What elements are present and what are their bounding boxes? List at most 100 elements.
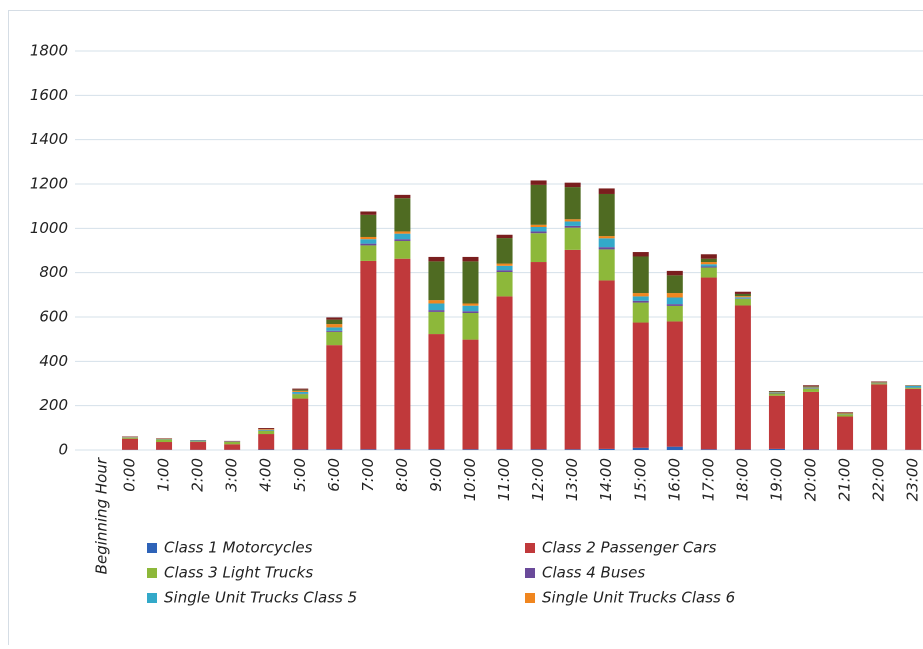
bar-segment bbox=[905, 389, 921, 450]
bar-segment bbox=[599, 249, 615, 280]
bar-segment bbox=[428, 261, 444, 300]
bar-segment bbox=[599, 238, 615, 247]
bar-segment bbox=[633, 293, 649, 296]
bar-segment bbox=[701, 259, 717, 262]
x-tick-label: 23:00 bbox=[904, 458, 922, 501]
bar-segment bbox=[326, 332, 342, 345]
bar-segment bbox=[735, 294, 751, 296]
bar-segment bbox=[531, 225, 547, 227]
bar-segment bbox=[360, 239, 376, 243]
bar-segment bbox=[871, 382, 887, 383]
bar-segment bbox=[565, 228, 581, 250]
bar-segment bbox=[667, 321, 683, 446]
y-tick-label: 400 bbox=[39, 352, 68, 370]
bar-segment bbox=[667, 447, 683, 450]
bar-segment bbox=[905, 386, 921, 388]
bar-segment bbox=[326, 324, 342, 327]
y-tick-label: 1200 bbox=[30, 175, 68, 193]
bar-segment bbox=[258, 428, 274, 429]
bar-segment bbox=[565, 183, 581, 187]
bar-segment bbox=[837, 417, 853, 450]
legend-swatch bbox=[525, 543, 535, 553]
bar-segment bbox=[360, 245, 376, 261]
bar-segment bbox=[667, 297, 683, 304]
bar-segment bbox=[599, 280, 615, 448]
bar-segment bbox=[769, 396, 785, 449]
bar-segment bbox=[701, 268, 717, 278]
bar-segment bbox=[769, 392, 785, 393]
bar-segment bbox=[497, 270, 513, 272]
bar-segment bbox=[497, 449, 513, 450]
bar-segment bbox=[394, 239, 410, 241]
y-tick-label: 1000 bbox=[30, 219, 68, 237]
bar-segment bbox=[360, 211, 376, 214]
bar-segment bbox=[633, 252, 649, 256]
bar-segment bbox=[122, 439, 138, 450]
x-tick-label: 8:00 bbox=[393, 458, 411, 492]
legend-label: Single Unit Trucks Class 5 bbox=[164, 589, 357, 607]
bar-segment bbox=[292, 392, 308, 394]
bar-segment bbox=[769, 393, 785, 395]
x-tick-label: 22:00 bbox=[870, 458, 888, 501]
bar-segment bbox=[463, 306, 479, 312]
bar-segment bbox=[156, 439, 172, 442]
bar-segment bbox=[667, 293, 683, 297]
x-tick-label: 7:00 bbox=[359, 458, 377, 492]
bar-segment bbox=[190, 441, 206, 442]
bar-segment bbox=[803, 387, 819, 388]
bar-segment bbox=[463, 340, 479, 450]
bar-segment bbox=[735, 305, 751, 449]
x-axis-label: Beginning Hour bbox=[93, 457, 111, 574]
bar-segment bbox=[599, 449, 615, 450]
bar-segment bbox=[701, 254, 717, 258]
x-tick-label: 5:00 bbox=[291, 458, 309, 492]
x-tick-label: 15:00 bbox=[631, 458, 649, 501]
legend-label: Single Unit Trucks Class 6 bbox=[542, 589, 735, 607]
bar-segment bbox=[394, 259, 410, 450]
bar-segment bbox=[701, 262, 717, 264]
bar-segment bbox=[428, 310, 444, 312]
bar-segment bbox=[497, 272, 513, 296]
bar-segment bbox=[326, 320, 342, 324]
x-tick-label: 10:00 bbox=[461, 458, 479, 501]
x-tick-label: 14:00 bbox=[597, 458, 615, 501]
legend-swatch bbox=[147, 568, 157, 578]
bar-segment bbox=[292, 390, 308, 391]
bar-segment bbox=[428, 312, 444, 334]
y-tick-label: 0 bbox=[58, 441, 68, 459]
x-tick-label: 20:00 bbox=[802, 458, 820, 501]
bar-segment bbox=[531, 449, 547, 450]
bar-segment bbox=[326, 449, 342, 450]
y-tick-label: 1600 bbox=[30, 86, 68, 104]
bar-segment bbox=[531, 231, 547, 233]
bar-segment bbox=[599, 194, 615, 236]
bar-segment bbox=[633, 303, 649, 323]
bar-segment bbox=[428, 257, 444, 261]
bar-segment bbox=[360, 244, 376, 246]
legend-label: Class 2 Passenger Cars bbox=[542, 539, 717, 557]
x-tick-label: 16:00 bbox=[665, 458, 683, 501]
x-tick-label: 1:00 bbox=[155, 458, 173, 492]
bar-segment bbox=[871, 383, 887, 384]
x-tick-label: 9:00 bbox=[427, 458, 445, 492]
bar-segment bbox=[394, 234, 410, 240]
legend-swatch bbox=[147, 593, 157, 603]
bar-segment bbox=[497, 238, 513, 263]
x-tick-label: 19:00 bbox=[767, 458, 785, 501]
bar-segment bbox=[633, 296, 649, 300]
bar-segment bbox=[258, 430, 274, 431]
bar-segment bbox=[599, 188, 615, 194]
bar-segment bbox=[803, 385, 819, 386]
bar-segment bbox=[633, 301, 649, 303]
bar-segment bbox=[326, 327, 342, 330]
bar-segment bbox=[803, 392, 819, 450]
y-tick-label: 1800 bbox=[30, 42, 68, 60]
legend-label: Class 1 Motorcycles bbox=[164, 539, 313, 557]
x-tick-label: 11:00 bbox=[495, 458, 513, 501]
legend-label: Class 3 Light Trucks bbox=[164, 564, 313, 582]
bar-segment bbox=[735, 296, 751, 297]
bar-segment bbox=[565, 187, 581, 219]
bar-segment bbox=[326, 317, 342, 319]
bar-segment bbox=[463, 261, 479, 303]
